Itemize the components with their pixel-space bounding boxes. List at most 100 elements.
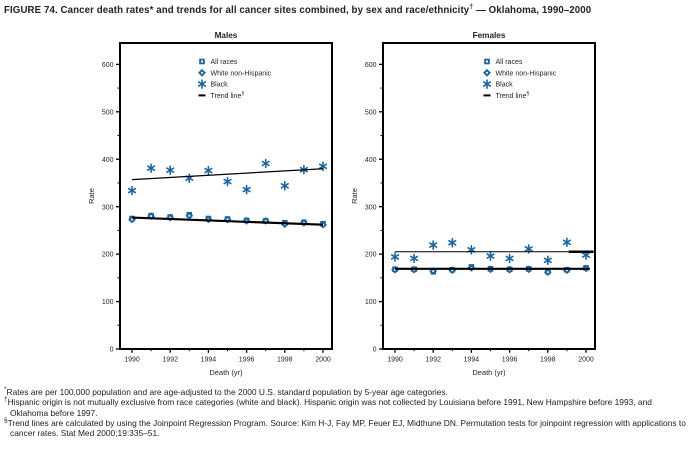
figure-title: FIGURE 74. Cancer death rates* and trend… <box>4 3 690 16</box>
footnote-dagger-symbol: † <box>4 396 8 404</box>
asterisk-marker <box>581 252 591 258</box>
trend-lines <box>395 250 594 270</box>
x-tick-label: 1990 <box>124 357 140 364</box>
legend-item: Trend line§ <box>483 91 530 100</box>
x-tick-label: 1990 <box>387 357 403 364</box>
asterisk-marker <box>147 165 156 172</box>
asterisk-marker <box>486 253 495 259</box>
series-white-non-hispanic <box>391 263 590 277</box>
asterisk-marker <box>467 247 476 253</box>
x-axis: 1990 1992 1994 1996 1998 2000 <box>387 349 594 364</box>
legend: All races White non-Hispanic Black Trend li… <box>197 58 272 100</box>
asterisk-marker <box>390 254 400 260</box>
square-marker-center <box>486 60 488 63</box>
x-tick-label: 1992 <box>162 357 178 364</box>
plot-frame <box>119 42 333 350</box>
asterisk-marker <box>204 167 213 174</box>
y-tick-label: 0 <box>110 347 114 354</box>
asterisk-marker <box>448 239 457 246</box>
y-tick-label: 600 <box>102 62 114 69</box>
legend-item: Trend line§ <box>198 91 245 100</box>
trend-line <box>131 168 324 181</box>
asterisk-marker <box>223 178 232 185</box>
legend-label-sup: § <box>526 91 529 97</box>
asterisk-marker <box>543 257 552 264</box>
y-axis-label: Rate <box>350 188 359 204</box>
y-tick-label: 500 <box>102 109 114 116</box>
legend: All races White non-Hispanic Black Trend li… <box>482 58 557 100</box>
asterisk-marker <box>280 183 289 189</box>
asterisk-marker <box>242 186 251 193</box>
trend-lines <box>131 168 324 226</box>
x-tick-label: 1992 <box>425 357 441 364</box>
diamond-marker-center <box>303 221 305 224</box>
diamond-marker-center <box>226 218 229 221</box>
diamond-marker-center <box>188 214 191 217</box>
x-tick-label: 1994 <box>464 357 480 364</box>
y-tick-label: 200 <box>365 252 377 259</box>
footnote-asterisk-symbol: * <box>4 386 7 394</box>
y-tick-label: 300 <box>102 204 114 211</box>
legend-label: Trend line§ <box>211 91 245 100</box>
diamond-marker-center <box>150 215 152 218</box>
footnote-trend: §Trend lines are calculated by using the… <box>4 416 689 439</box>
diamond-marker-center <box>546 271 549 274</box>
diamond-marker-center <box>451 269 454 272</box>
y-axis: 0 100 200 300 400 500 600 <box>102 62 120 354</box>
x-tick-label: 2000 <box>315 357 331 364</box>
footnote-trend-text: Trend lines are calculated by using the … <box>7 417 686 438</box>
y-tick-label: 300 <box>365 204 377 211</box>
x-axis: 1990 1992 1994 1996 1998 2000 <box>124 349 331 364</box>
chart-title: Females <box>473 31 506 40</box>
x-tick-label: 1998 <box>540 357 556 364</box>
legend-item: White non-Hispanic <box>198 68 272 77</box>
legend-label: White non-Hispanic <box>496 70 557 77</box>
asterisk-marker <box>166 167 175 173</box>
figure-title-text: FIGURE 74. Cancer death rates* and trend… <box>4 5 470 16</box>
footnote-rates: *Rates are per 100,000 population and ar… <box>4 386 689 397</box>
asterisk-marker <box>261 160 270 167</box>
footnote-section-symbol: § <box>4 416 8 424</box>
y-tick-label: 100 <box>365 299 377 306</box>
legend-item: Black <box>197 79 228 89</box>
series-black <box>390 237 591 266</box>
square-marker-center <box>201 60 203 63</box>
diamond-marker-center <box>486 71 488 74</box>
legend-item: All races <box>484 58 523 66</box>
y-tick-label: 400 <box>365 157 377 164</box>
x-tick-label: 1996 <box>239 357 255 364</box>
asterisk-marker <box>524 246 533 252</box>
legend-label: Black <box>496 82 514 89</box>
series-black <box>127 158 328 196</box>
figure-title-suffix: — Oklahoma, 1990–2000 <box>473 5 592 16</box>
legend-item: Black <box>482 79 514 89</box>
y-tick-label: 600 <box>365 62 377 69</box>
asterisk-marker <box>505 255 514 262</box>
asterisk-marker <box>429 242 438 248</box>
x-axis-label: Death (yr) <box>472 368 506 377</box>
y-tick-label: 400 <box>102 157 114 164</box>
diamond-marker-center <box>201 71 203 74</box>
legend-label-sup: § <box>241 91 244 97</box>
legend-label: All races <box>211 59 238 66</box>
asterisk-marker <box>482 81 492 87</box>
diamond-marker-center <box>432 270 435 273</box>
asterisk-marker <box>127 187 137 194</box>
x-axis-label: Death (yr) <box>209 368 243 377</box>
y-tick-label: 0 <box>373 347 377 354</box>
diamond-marker-center <box>169 216 172 219</box>
plot-frame <box>382 42 596 350</box>
x-tick-label: 1998 <box>277 357 293 364</box>
figure-title-dagger: † <box>469 3 474 11</box>
x-tick-label: 1994 <box>201 357 217 364</box>
trend-line <box>131 216 324 226</box>
diamond-marker-center <box>264 220 267 222</box>
asterisk-marker <box>185 175 194 182</box>
y-tick-label: 200 <box>102 252 114 259</box>
diamond-marker-center <box>322 223 324 226</box>
legend-label: Trend line§ <box>496 91 530 100</box>
legend-item: White non-Hispanic <box>483 68 557 77</box>
legend-item: All races <box>199 58 238 66</box>
